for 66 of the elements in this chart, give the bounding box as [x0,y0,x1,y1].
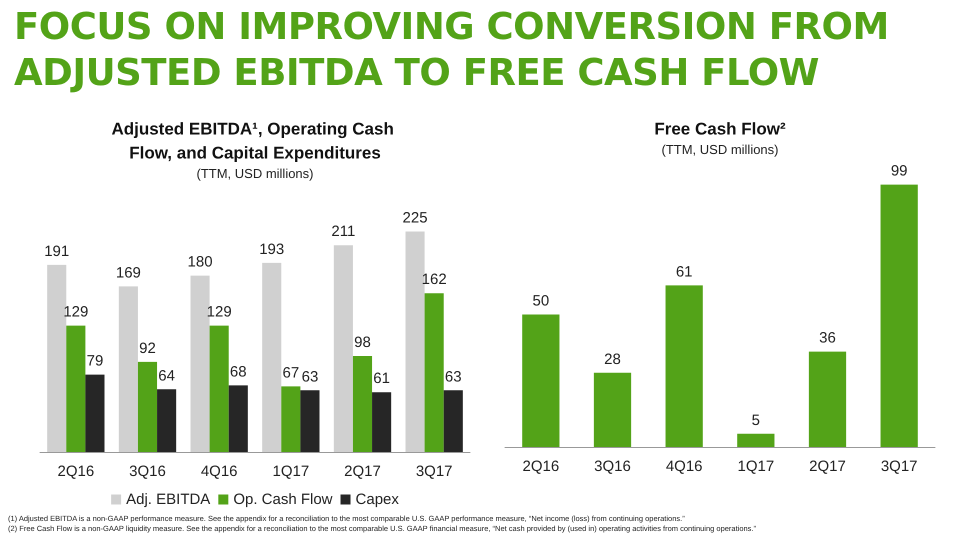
bar [880,184,918,447]
chart-title: Adjusted EBITDA¹, Operating Cash Flow, and Capital Expenditures [111,120,399,162]
data-label: 5 [752,412,760,429]
x-tick-label: 3Q16 [129,463,166,480]
chart-title: Free Cash Flow² [654,120,786,138]
x-tick-label: 2Q17 [344,463,381,480]
x-tick-label: 4Q16 [200,463,238,480]
data-label: 79 [86,352,104,370]
data-label: 67 [282,364,300,382]
x-tick-label: 4Q16 [666,458,703,475]
bar [737,434,774,447]
x-tick-label: 1Q17 [272,463,310,480]
legend-label: Capex [356,491,400,508]
bar [300,390,320,452]
x-tick-label: 2Q16 [57,463,94,480]
data-label: 191 [44,242,70,260]
chart-subtitle: (TTM, USD millions) [196,166,314,181]
bar [210,326,229,452]
bar [372,392,392,452]
chart-subtitle: (TTM, USD millions) [662,142,778,157]
data-label: 50 [532,292,550,310]
legend-label: Adj. EBITDA [126,491,210,508]
data-label: 61 [373,370,390,388]
bar [334,245,353,452]
bar [424,293,444,452]
bar [262,262,282,452]
data-label: 225 [402,210,428,226]
bar [66,326,86,452]
data-label: 211 [331,223,356,240]
bar [522,314,560,447]
text: FOCUS ON IMPROVING CONVERSION FROM ADJUSTED EBITDA TO FREE CASH FLOW [14,4,890,96]
bar [666,285,703,447]
data-label: 36 [819,330,836,347]
data-label: 63 [444,368,462,386]
x-tick-label: 3Q17 [880,458,918,475]
bar [118,286,138,452]
bar [281,386,300,452]
data-label: 98 [354,334,371,351]
x-tick-label: 2Q17 [809,458,846,475]
bar [228,385,248,452]
bar [594,372,632,447]
data-label: 61 [676,263,693,280]
bar [85,374,104,452]
data-label: 129 [63,304,88,321]
data-label: 169 [116,264,141,282]
data-label: 99 [890,162,908,180]
bar [138,362,158,452]
data-label: 129 [206,304,232,321]
x-tick-label: 2Q16 [522,458,560,475]
data-label: 28 [604,350,621,368]
bar [444,390,463,452]
x-tick-label: 1Q17 [737,458,774,475]
bar [808,352,846,447]
x-tick-label: 3Q17 [416,463,453,480]
data-label: 68 [230,363,247,380]
bar [47,264,66,452]
data-label: 63 [302,368,318,386]
data-label: 64 [158,367,175,384]
x-tick-label: 3Q16 [594,458,631,475]
legend-label: Op. Cash Flow [233,491,333,508]
data-label: 92 [139,340,156,357]
data-label: 162 [422,271,447,288]
data-label: 193 [259,240,284,258]
data-label: 180 [188,254,213,271]
bar [157,389,176,452]
bar [352,356,372,452]
